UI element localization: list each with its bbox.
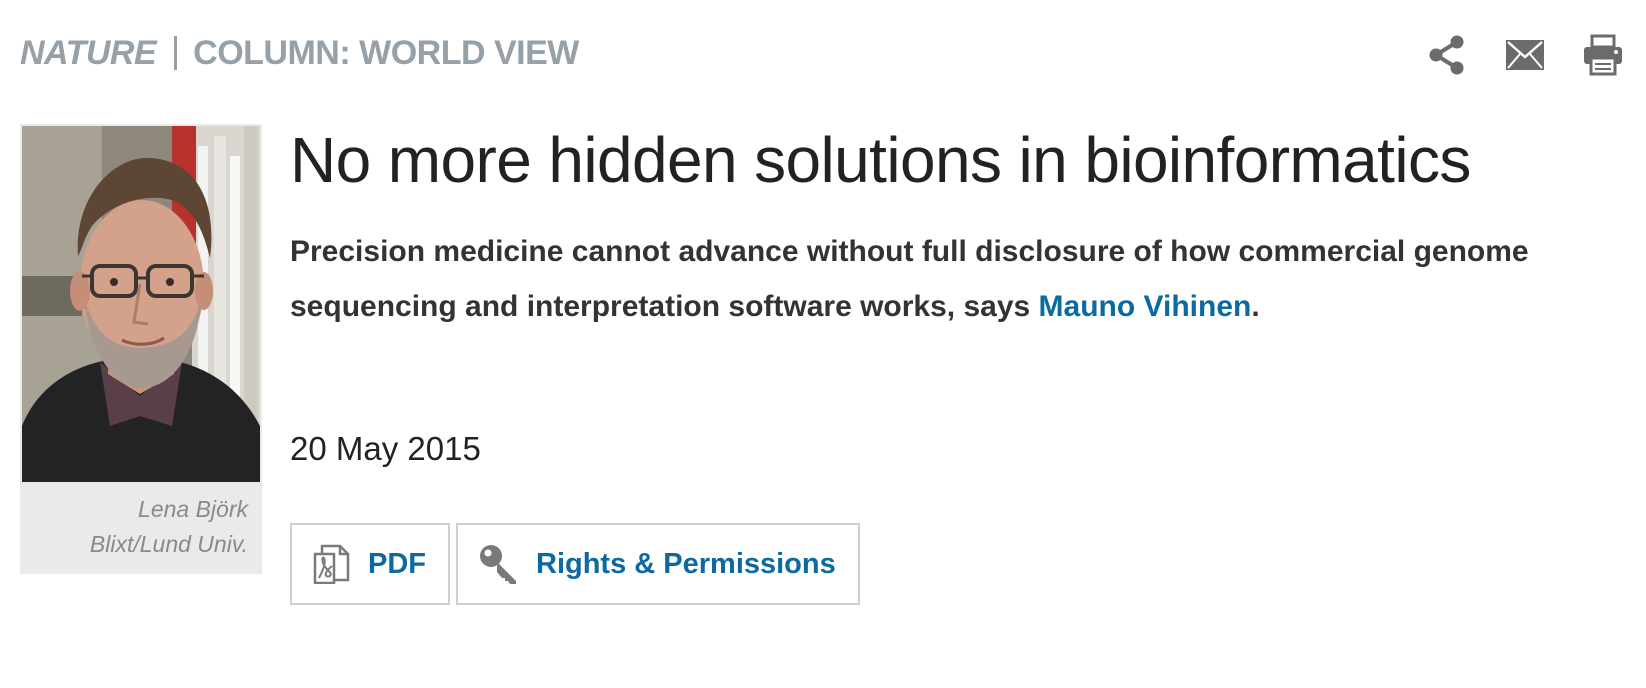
email-icon <box>1506 40 1544 70</box>
share-button[interactable] <box>1426 34 1468 76</box>
photo-credit-line1: Lena Björk <box>138 496 248 522</box>
share-icon <box>1429 35 1464 75</box>
print-icon <box>1584 34 1622 76</box>
photo-credit: Lena Björk Blixt/Lund Univ. <box>90 492 248 562</box>
pdf-icon <box>312 543 352 585</box>
author-link[interactable]: Mauno Vihinen <box>1038 290 1252 323</box>
section-kicker: NATURE COLUMN: WORLD VIEW <box>20 30 579 76</box>
photo-credit-line2: Blixt/Lund Univ. <box>89 531 248 557</box>
article-actions: PDF Rights & Permissions <box>290 523 860 605</box>
article-standfirst: Precision medicine cannot advance withou… <box>290 224 1610 334</box>
journal-name[interactable]: NATURE <box>20 33 157 72</box>
standfirst-text: Precision medicine cannot advance withou… <box>290 235 1529 323</box>
article-title: No more hidden solutions in bioinformati… <box>290 124 1471 196</box>
rights-permissions-label: Rights & Permissions <box>536 547 836 580</box>
article-tools <box>1426 34 1624 76</box>
standfirst-end: . <box>1251 290 1260 323</box>
rights-permissions-button[interactable]: Rights & Permissions <box>456 523 860 605</box>
pdf-button[interactable]: PDF <box>290 523 450 605</box>
column-name[interactable]: COLUMN: WORLD VIEW <box>193 33 579 72</box>
kicker-separator <box>174 36 178 70</box>
author-photo <box>22 126 260 482</box>
publication-date: 20 May 2015 <box>290 430 481 467</box>
email-button[interactable] <box>1504 34 1546 76</box>
print-button[interactable] <box>1582 34 1624 76</box>
key-icon <box>478 543 520 585</box>
author-photo-block: Lena Björk Blixt/Lund Univ. <box>20 124 262 574</box>
pdf-button-label: PDF <box>368 547 426 580</box>
